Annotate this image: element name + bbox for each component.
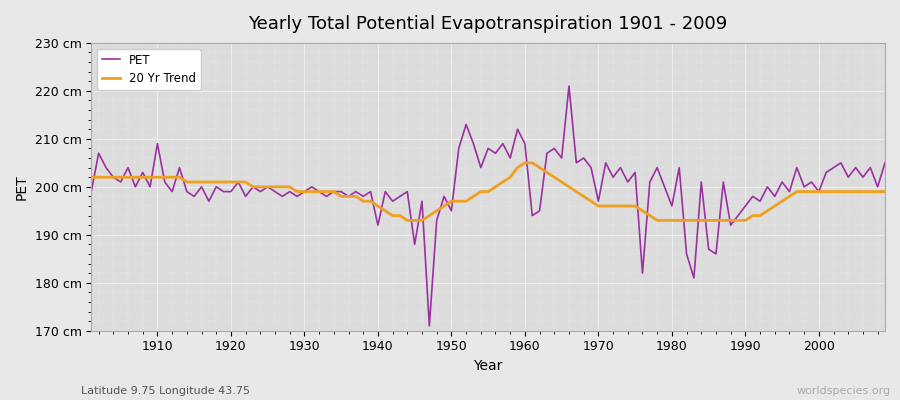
20 Yr Trend (879, 189, 890, 194)
PET (145, 184, 156, 189)
Line: PET: PET (91, 86, 885, 326)
Text: worldspecies.org: worldspecies.org (796, 386, 891, 396)
PET (563, 84, 574, 88)
20 Yr Trend (535, 165, 545, 170)
20 Yr Trend (526, 160, 537, 165)
20 Yr Trend (306, 189, 317, 194)
20 Yr Trend (86, 175, 96, 180)
Y-axis label: PET: PET (15, 174, 29, 200)
PET (623, 180, 634, 184)
PET (306, 184, 317, 189)
PET (424, 324, 435, 328)
X-axis label: Year: Year (473, 359, 503, 373)
PET (879, 160, 890, 165)
20 Yr Trend (402, 218, 413, 223)
Text: Latitude 9.75 Longitude 43.75: Latitude 9.75 Longitude 43.75 (81, 386, 250, 396)
20 Yr Trend (350, 194, 361, 199)
20 Yr Trend (623, 204, 634, 208)
Title: Yearly Total Potential Evapotranspiration 1901 - 2009: Yearly Total Potential Evapotranspiratio… (248, 15, 728, 33)
PET (86, 189, 96, 194)
20 Yr Trend (145, 175, 156, 180)
PET (350, 189, 361, 194)
Legend: PET, 20 Yr Trend: PET, 20 Yr Trend (97, 49, 201, 90)
Line: 20 Yr Trend: 20 Yr Trend (91, 163, 885, 220)
20 Yr Trend (519, 160, 530, 165)
PET (526, 213, 537, 218)
PET (519, 141, 530, 146)
